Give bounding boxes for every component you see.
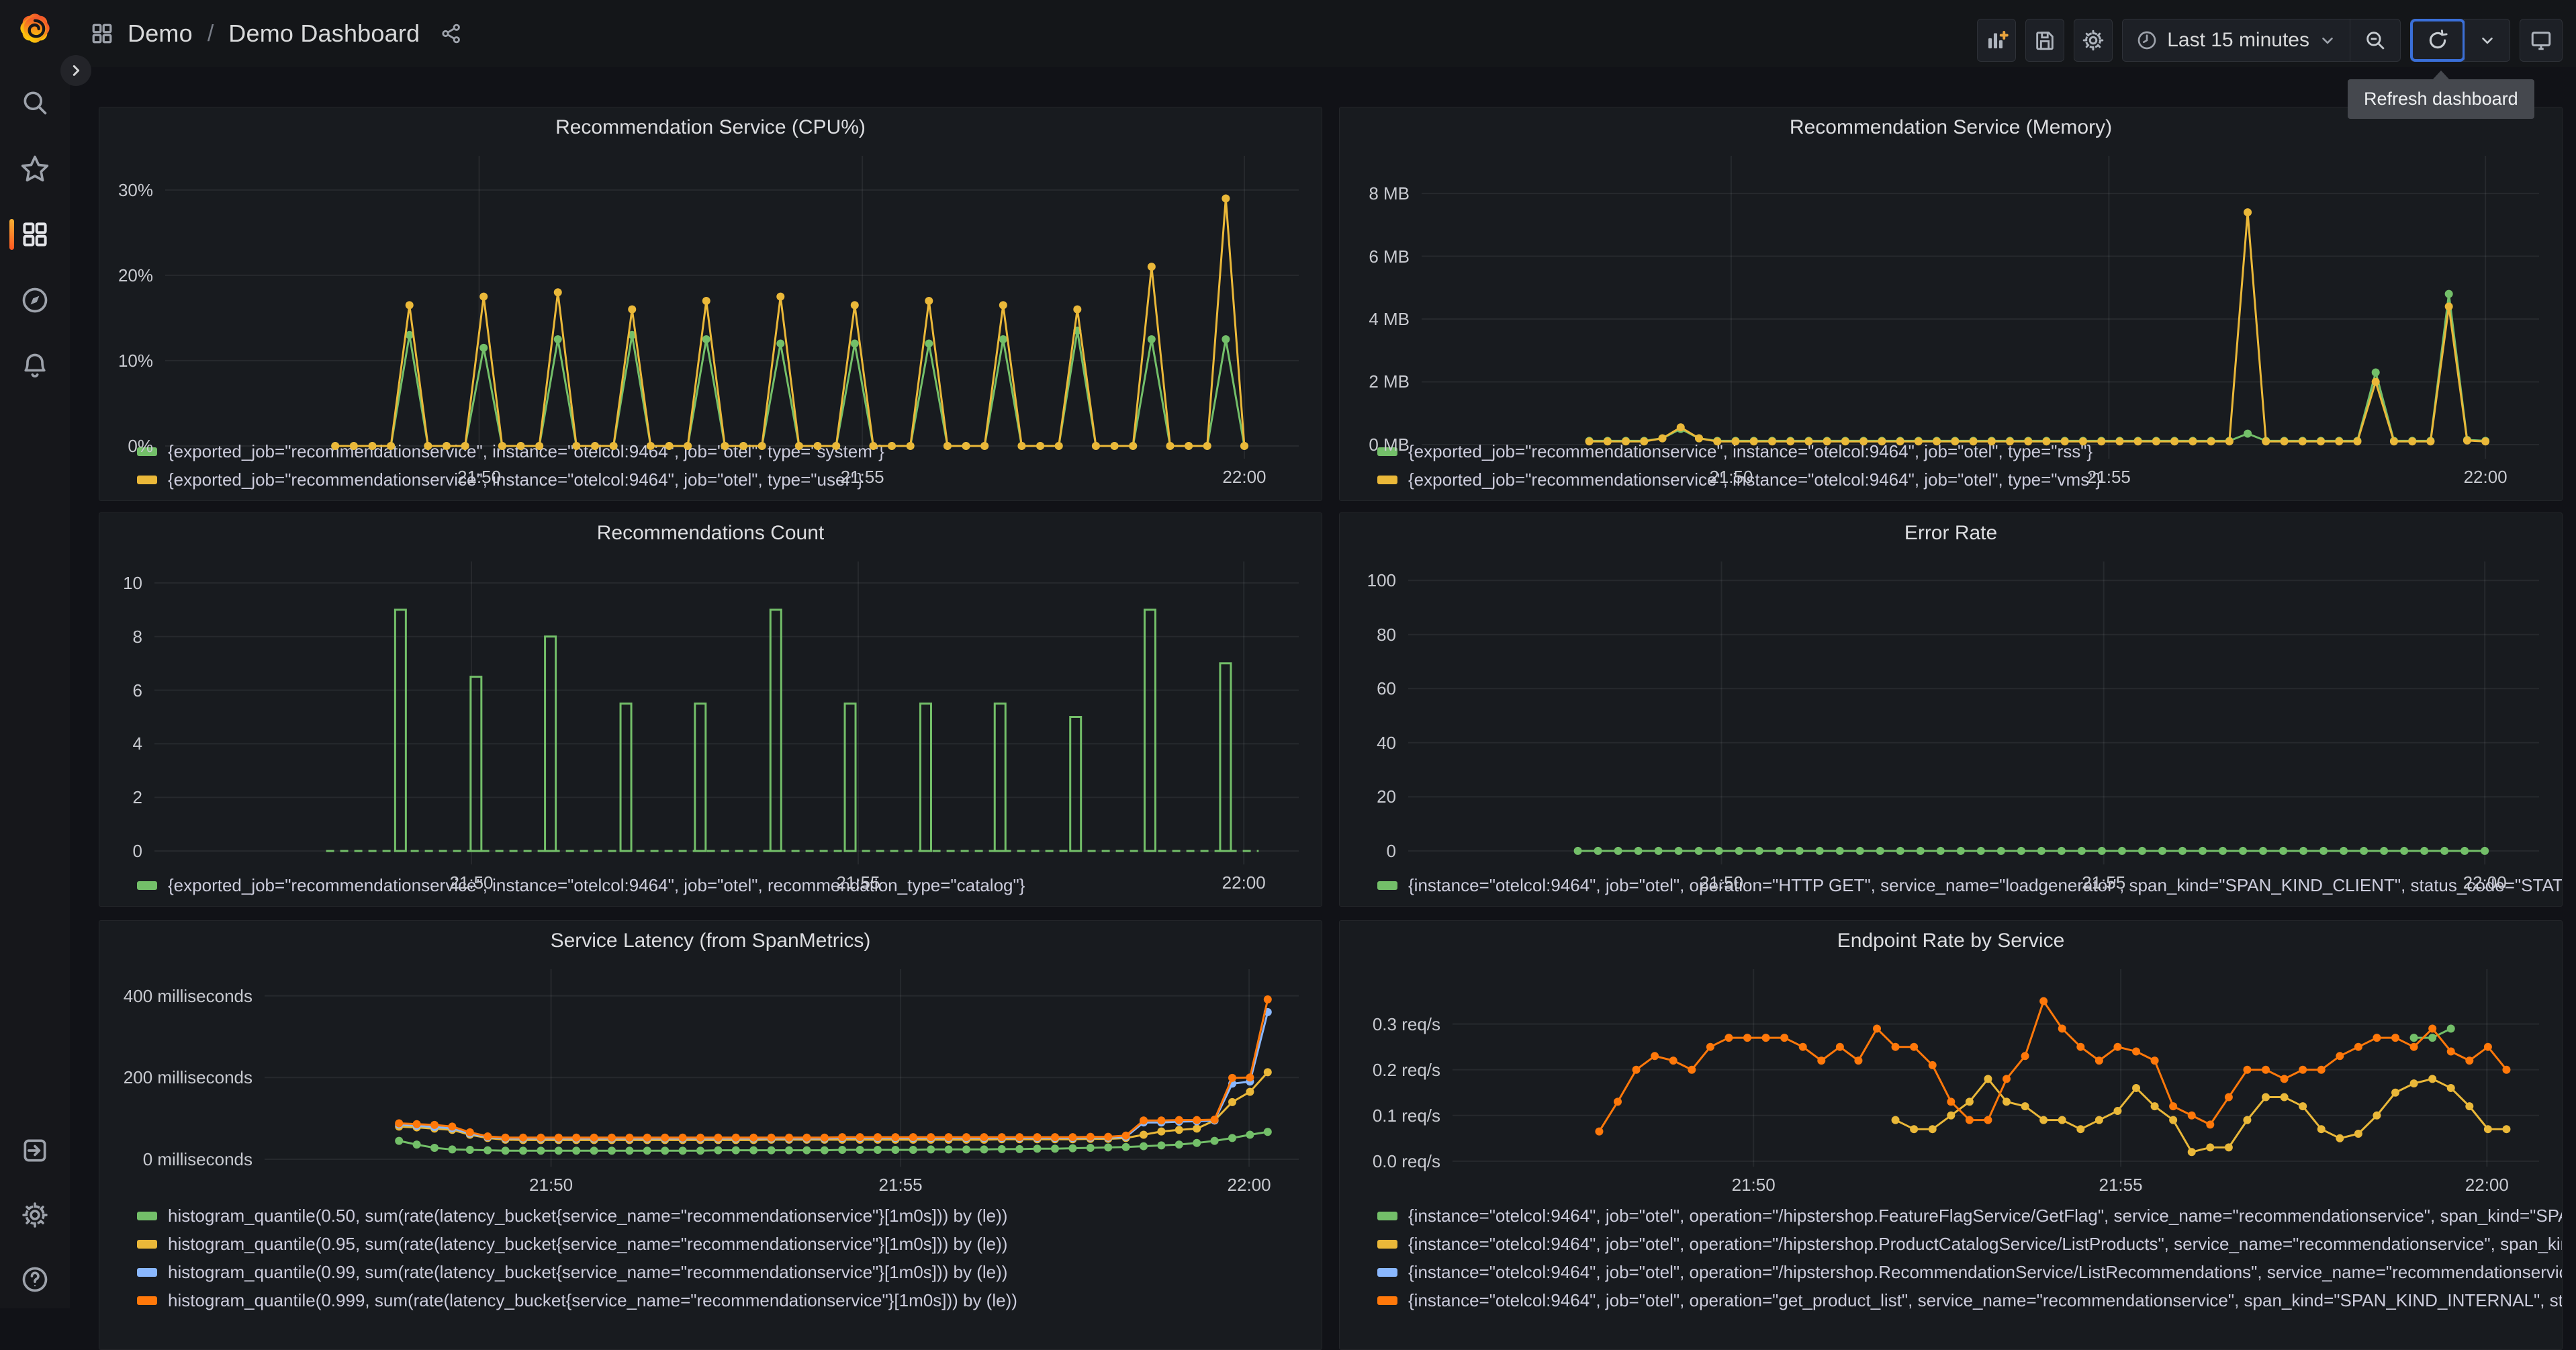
help-icon — [20, 1265, 50, 1294]
legend-swatch — [1377, 1268, 1397, 1277]
sidebar-item-sign-in[interactable] — [0, 1135, 70, 1166]
sidebar-item-alerting[interactable] — [0, 351, 70, 381]
panel-service-latency: Service Latency (from SpanMetrics) 0 mil… — [99, 920, 1322, 1350]
zoom-out-icon — [2364, 29, 2387, 52]
panel-title[interactable]: Service Latency (from SpanMetrics) — [99, 921, 1322, 961]
panel-title[interactable]: Recommendations Count — [99, 513, 1322, 553]
legend-item[interactable]: {instance="otelcol:9464", job="otel", op… — [1377, 1202, 2562, 1230]
legend-item[interactable]: histogram_quantile(0.999, sum(rate(laten… — [137, 1286, 1322, 1314]
dashboard-settings-button[interactable] — [2074, 19, 2113, 62]
legend-swatch — [1377, 1212, 1397, 1220]
cycle-view-mode-button[interactable] — [2520, 19, 2563, 62]
legend-swatch — [1377, 1240, 1397, 1249]
legend-label: histogram_quantile(0.95, sum(rate(latenc… — [168, 1234, 1007, 1255]
chart-canvas[interactable] — [111, 961, 1309, 1198]
legend-item[interactable]: {instance="otelcol:9464", job="otel", op… — [1377, 1230, 2562, 1258]
legend-swatch — [137, 1212, 157, 1220]
dashboard-toolbar: Last 15 minutes — [1977, 19, 2563, 62]
legend-swatch — [137, 1240, 157, 1249]
share-icon[interactable] — [440, 22, 463, 45]
top-navbar: Demo / Demo Dashboard Last 15 minutes — [0, 0, 2576, 67]
legend-item[interactable]: {instance="otelcol:9464", job="otel", op… — [1377, 1286, 2562, 1314]
clock-icon — [2136, 30, 2158, 51]
legend-label: {instance="otelcol:9464", job="otel", op… — [1408, 1206, 2562, 1226]
legend-item[interactable]: {instance="otelcol:9464", job="otel", op… — [1377, 1258, 2562, 1286]
breadcrumb-page[interactable]: Demo Dashboard — [228, 19, 420, 48]
sidebar-item-starred[interactable] — [0, 153, 70, 184]
breadcrumb: Demo / Demo Dashboard — [90, 0, 463, 67]
legend-label: {instance="otelcol:9464", job="otel", op… — [1408, 1262, 2562, 1283]
chart-canvas[interactable] — [111, 553, 1309, 895]
legend-label: {instance="otelcol:9464", job="otel", op… — [1408, 1234, 2562, 1255]
legend-item[interactable]: histogram_quantile(0.99, sum(rate(latenc… — [137, 1258, 1322, 1286]
breadcrumb-section[interactable]: Demo — [128, 19, 193, 48]
chevron-down-icon — [2319, 32, 2336, 49]
sidebar-item-settings[interactable] — [0, 1200, 70, 1230]
save-icon — [2033, 29, 2056, 52]
apps-icon — [90, 21, 114, 46]
legend-label: histogram_quantile(0.999, sum(rate(laten… — [168, 1290, 1017, 1311]
legend-swatch — [1377, 1296, 1397, 1305]
breadcrumb-separator: / — [208, 21, 214, 47]
panel-title[interactable]: Endpoint Rate by Service — [1340, 921, 2562, 961]
chevron-right-icon — [68, 63, 83, 78]
time-range-label: Last 15 minutes — [2167, 29, 2309, 52]
dashboards-icon — [20, 220, 50, 249]
bell-icon — [20, 351, 50, 381]
compass-icon — [20, 285, 50, 315]
panel-recommendation-cpu: Recommendation Service (CPU%) 0%10%20%30… — [99, 107, 1322, 501]
monitor-icon — [2529, 28, 2553, 52]
panel-title[interactable]: Recommendation Service (CPU%) — [99, 107, 1322, 148]
legend: histogram_quantile(0.50, sum(rate(latenc… — [99, 1198, 1322, 1321]
sidebar-item-help[interactable] — [0, 1264, 70, 1295]
refresh-icon — [2426, 29, 2449, 52]
chart-canvas[interactable] — [1352, 553, 2550, 895]
panel-title[interactable]: Error Rate — [1340, 513, 2562, 553]
add-panel-button[interactable] — [1977, 19, 2016, 62]
gear-icon — [2081, 28, 2105, 52]
time-picker-group: Last 15 minutes — [2122, 19, 2401, 62]
search-icon — [20, 88, 50, 118]
refresh-group — [2410, 19, 2510, 62]
save-dashboard-button[interactable] — [2025, 19, 2064, 62]
sidebar-item-dashboards[interactable] — [0, 219, 70, 250]
sidebar-expand-button[interactable] — [60, 55, 91, 86]
chart-canvas[interactable] — [111, 148, 1309, 490]
legend-swatch — [137, 1296, 157, 1305]
legend-item[interactable]: histogram_quantile(0.95, sum(rate(latenc… — [137, 1230, 1322, 1258]
refresh-tooltip: Refresh dashboard — [2348, 79, 2534, 119]
gear-icon — [20, 1200, 50, 1230]
sidebar — [0, 0, 70, 1308]
legend-label: histogram_quantile(0.50, sum(rate(latenc… — [168, 1206, 1007, 1226]
refresh-interval-dropdown[interactable] — [2465, 19, 2510, 61]
sidebar-item-search[interactable] — [0, 87, 70, 118]
grafana-logo[interactable] — [16, 9, 54, 47]
chart-canvas[interactable] — [1352, 148, 2550, 490]
sidebar-item-explore[interactable] — [0, 285, 70, 316]
time-range-picker[interactable]: Last 15 minutes — [2123, 19, 2350, 61]
refresh-dashboard-button[interactable] — [2410, 19, 2465, 62]
legend-swatch — [137, 1268, 157, 1277]
legend-label: {instance="otelcol:9464", job="otel", op… — [1408, 1290, 2562, 1311]
zoom-out-time-button[interactable] — [2350, 19, 2400, 61]
legend-item[interactable]: histogram_quantile(0.50, sum(rate(latenc… — [137, 1202, 1322, 1230]
chart-canvas[interactable] — [1352, 961, 2550, 1198]
sign-in-icon — [20, 1136, 50, 1165]
chevron-down-icon — [2479, 32, 2496, 49]
legend-label: histogram_quantile(0.99, sum(rate(latenc… — [168, 1262, 1007, 1283]
star-icon — [20, 154, 50, 183]
add-panel-icon — [1984, 28, 2009, 52]
legend: {instance="otelcol:9464", job="otel", op… — [1340, 1198, 2562, 1321]
